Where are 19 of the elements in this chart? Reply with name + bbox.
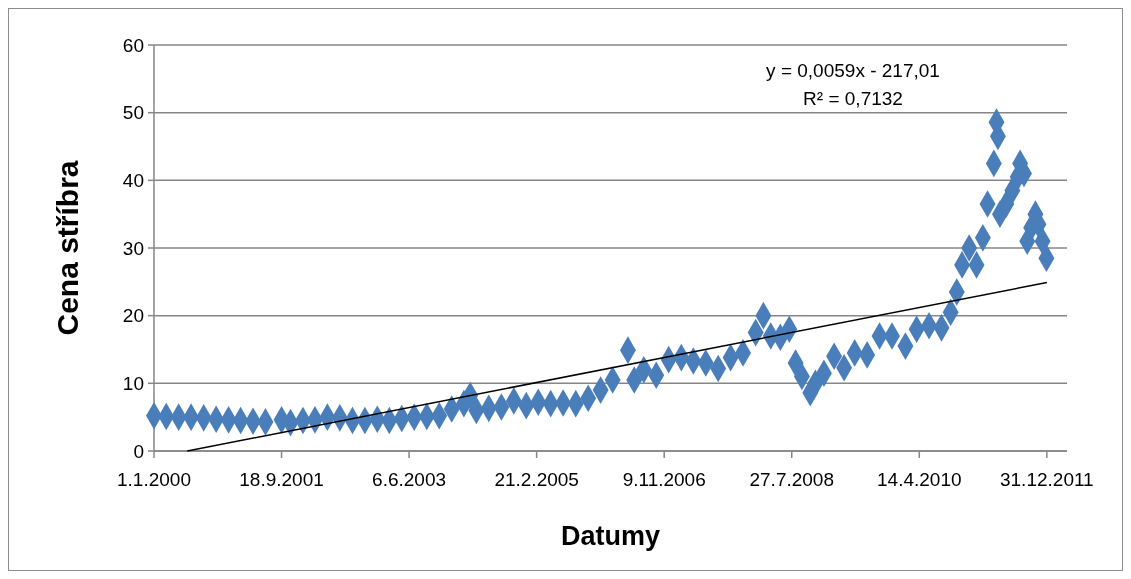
- y-tick-label: 60: [122, 34, 144, 56]
- x-tick-label: 9.11.2006: [622, 469, 706, 490]
- y-tick-label: 40: [122, 169, 144, 191]
- x-tick-label: 1.1.2000: [117, 469, 191, 490]
- x-tick-label: 14.4.2010: [877, 469, 962, 490]
- y-tick-label: 50: [122, 102, 144, 124]
- x-tick-label: 31.12.2011: [999, 469, 1094, 490]
- y-tick-label: 20: [122, 305, 144, 327]
- x-tick-label: 21.2.2005: [494, 469, 579, 490]
- x-tick-label: 6.6.2003: [372, 469, 447, 490]
- y-tick-label: 10: [122, 372, 144, 394]
- x-axis-title: Datumy: [560, 521, 661, 551]
- y-tick-label: 0: [133, 440, 144, 462]
- y-tick-label: 30: [122, 237, 144, 259]
- annotation: R² = 0,7132: [803, 88, 903, 109]
- x-tick-label: 27.7.2008: [749, 469, 834, 490]
- x-tick-label: 18.9.2001: [239, 469, 324, 490]
- annotation: y = 0,0059x - 217,01: [766, 60, 940, 81]
- y-axis-title: Cena stříbra: [51, 160, 84, 336]
